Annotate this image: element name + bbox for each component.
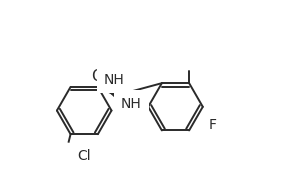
Text: NH: NH [104,73,125,87]
Text: F: F [208,118,216,132]
Text: O: O [91,69,103,84]
Text: Cl: Cl [77,149,91,163]
Text: NH: NH [121,97,142,111]
